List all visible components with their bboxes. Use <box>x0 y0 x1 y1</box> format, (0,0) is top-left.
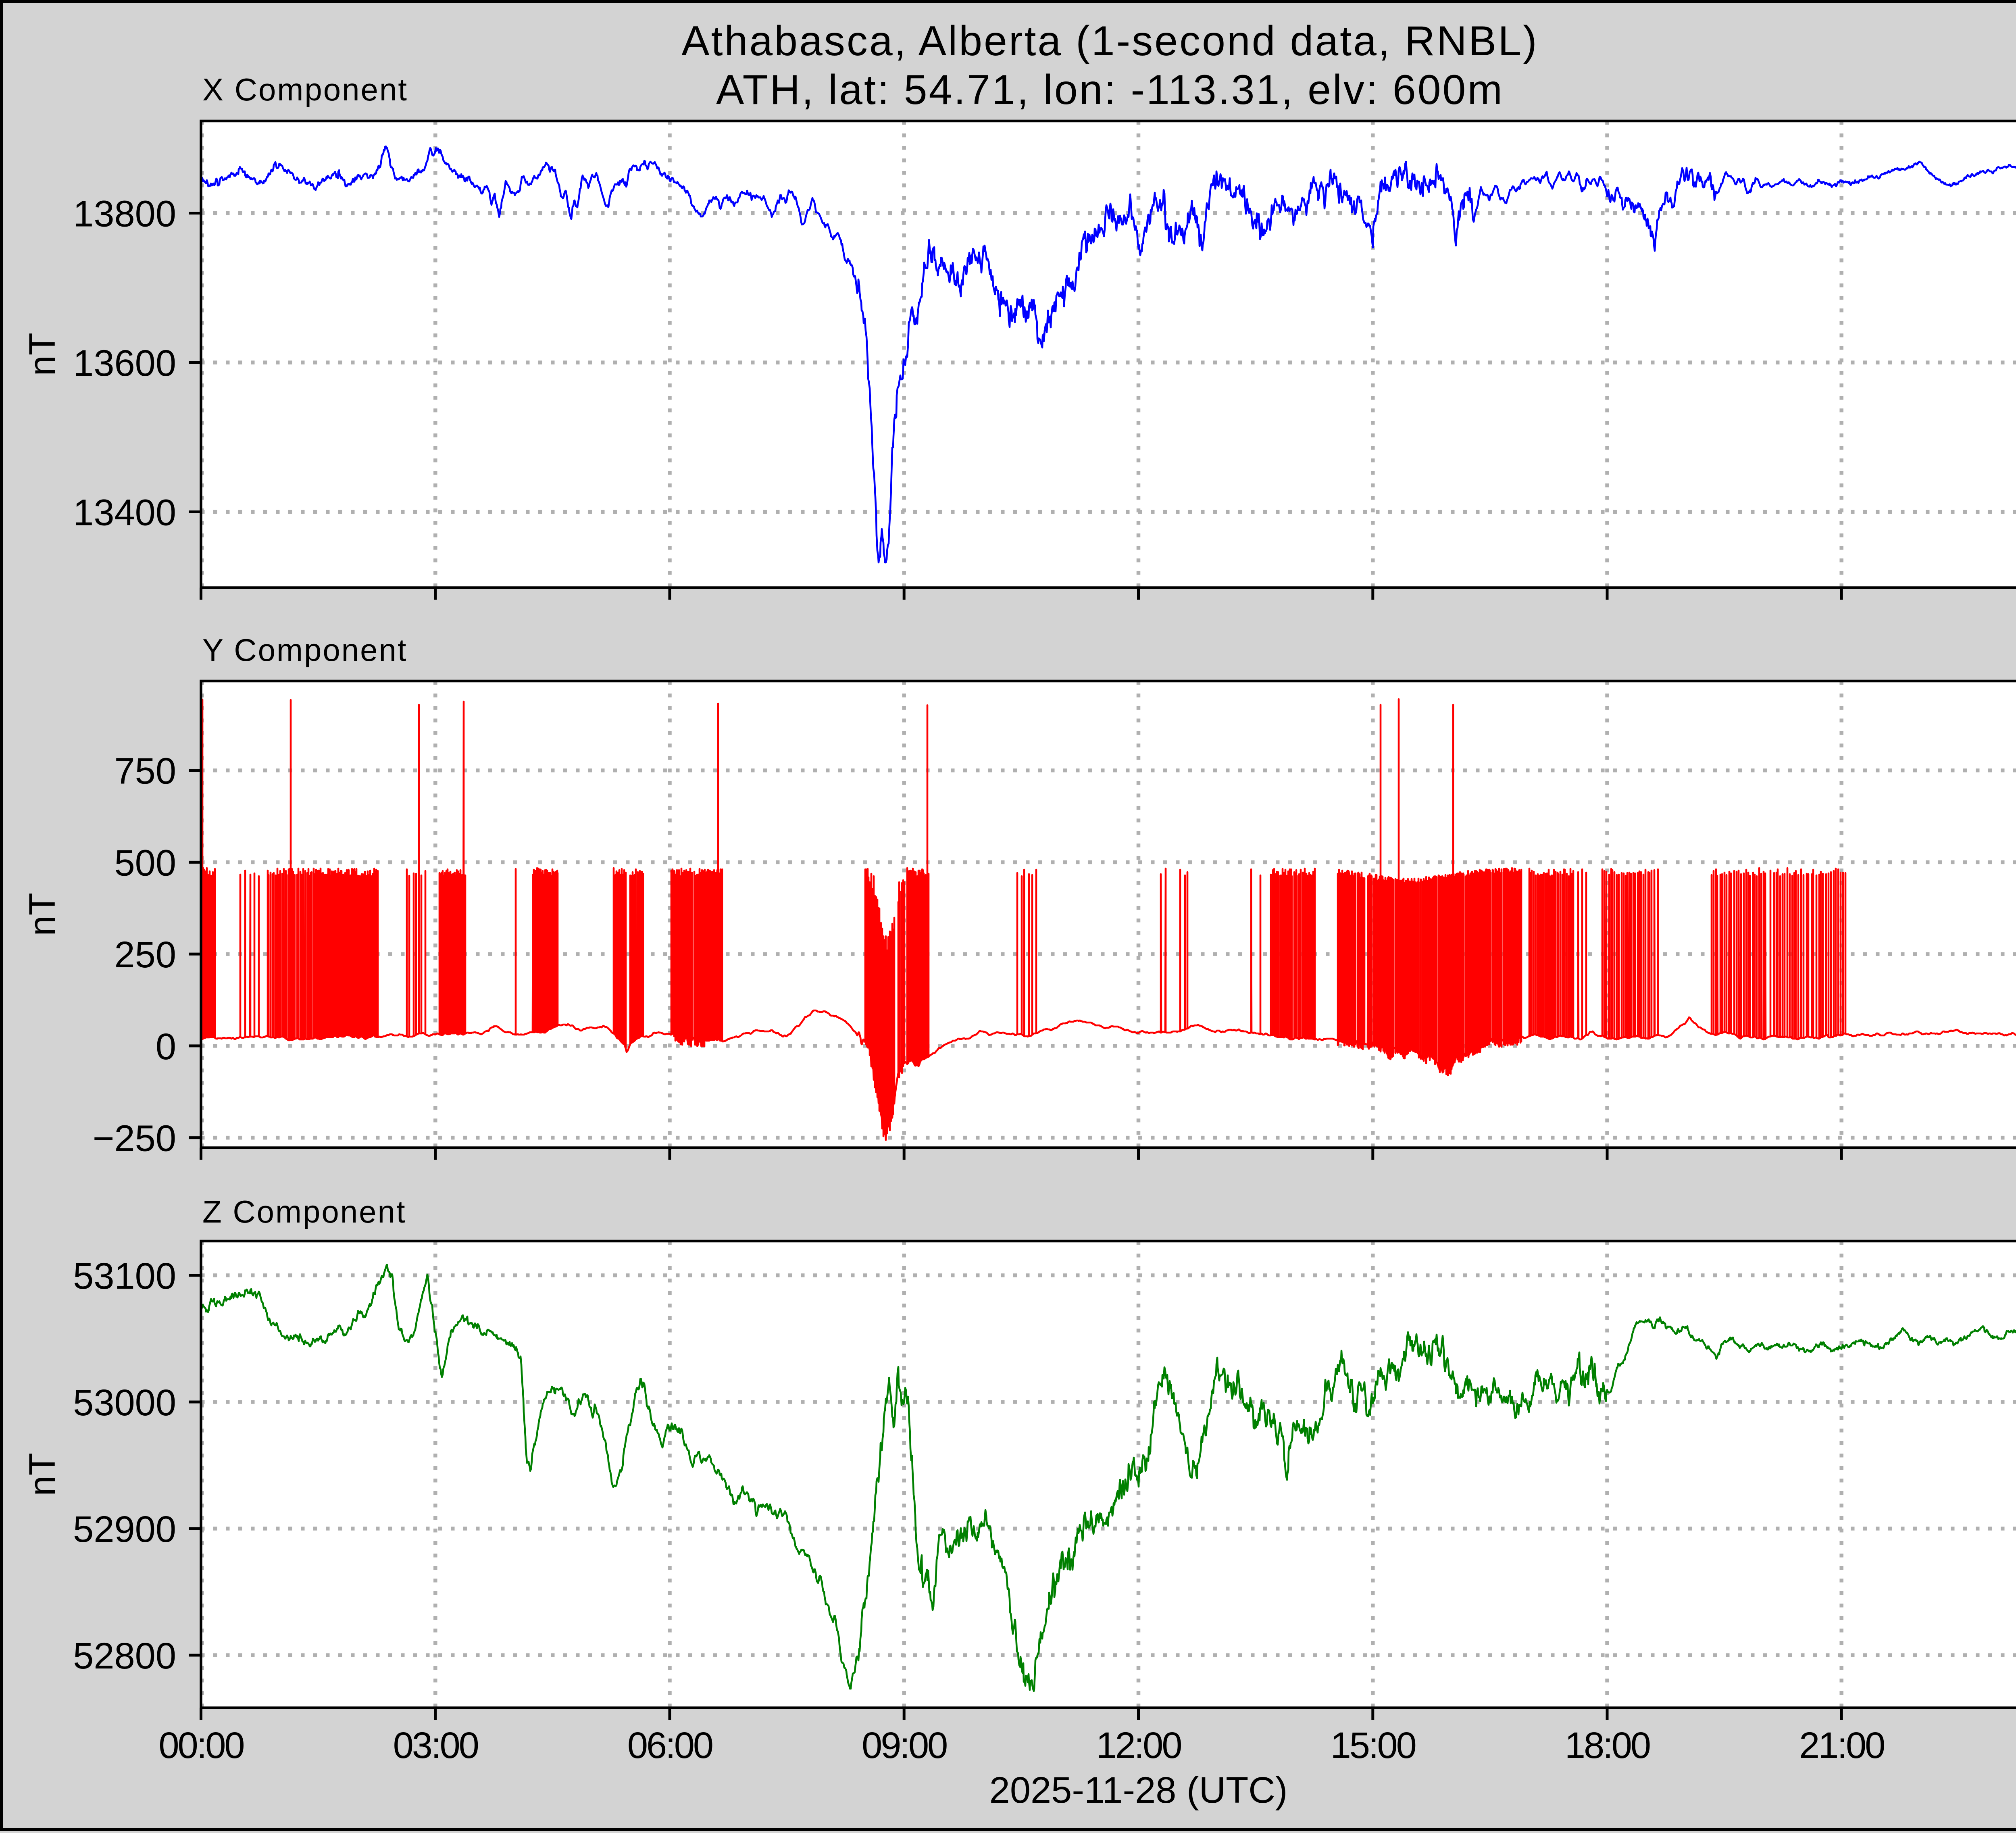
svg-text:52800: 52800 <box>73 1635 176 1677</box>
svg-text:13600: 13600 <box>73 343 176 384</box>
svg-text:06:00: 06:00 <box>627 1725 712 1766</box>
svg-text:53100: 53100 <box>73 1256 176 1297</box>
svg-text:18:00: 18:00 <box>1565 1725 1650 1766</box>
svg-text:Athabasca, Alberta (1-second d: Athabasca, Alberta (1-second data, RNBL) <box>681 18 1539 65</box>
svg-text:2025-11-28 (UTC): 2025-11-28 (UTC) <box>989 1770 1288 1811</box>
svg-text:13400: 13400 <box>73 492 176 533</box>
svg-text:nT: nT <box>22 333 63 376</box>
svg-text:15:00: 15:00 <box>1331 1725 1416 1766</box>
svg-text:00:00: 00:00 <box>158 1725 244 1766</box>
svg-text:Z Component: Z Component <box>202 1194 406 1229</box>
svg-text:nT: nT <box>22 1453 63 1496</box>
svg-text:250: 250 <box>115 934 177 975</box>
svg-text:52900: 52900 <box>73 1509 176 1550</box>
svg-text:12:00: 12:00 <box>1096 1725 1181 1766</box>
svg-text:ATH, lat: 54.71, lon: -113.31,: ATH, lat: 54.71, lon: -113.31, elv: 600m <box>716 67 1504 113</box>
svg-text:13800: 13800 <box>73 194 176 235</box>
svg-text:X Component: X Component <box>202 72 408 107</box>
svg-text:03:00: 03:00 <box>393 1725 478 1766</box>
svg-text:Y Component: Y Component <box>202 632 408 668</box>
svg-text:0: 0 <box>156 1026 176 1067</box>
svg-text:500: 500 <box>115 842 177 883</box>
svg-text:21:00: 21:00 <box>1799 1725 1884 1766</box>
svg-text:09:00: 09:00 <box>862 1725 947 1766</box>
svg-text:nT: nT <box>22 893 63 936</box>
svg-text:−250: −250 <box>93 1118 176 1159</box>
svg-text:750: 750 <box>115 751 177 792</box>
svg-text:53000: 53000 <box>73 1382 176 1423</box>
